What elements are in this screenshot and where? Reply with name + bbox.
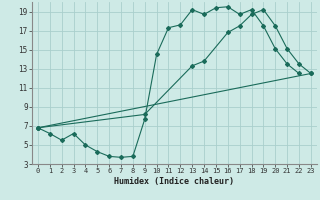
X-axis label: Humidex (Indice chaleur): Humidex (Indice chaleur) [115, 177, 234, 186]
